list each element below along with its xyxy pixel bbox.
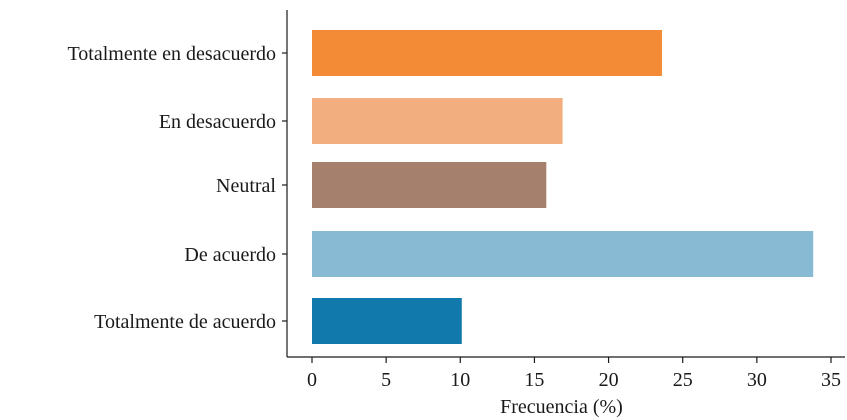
- category-label-totalmente-de-acuerdo: Totalmente de acuerdo: [94, 311, 276, 333]
- bar-totalmente-en-desacuerdo: [312, 30, 662, 76]
- bar-totalmente-de-acuerdo: [312, 298, 462, 344]
- category-labels: Totalmente en desacuerdo En desacuerdo Neu…: [67, 43, 276, 333]
- x-tick-label-0: 0: [307, 369, 317, 391]
- x-tick-label-15: 15: [524, 369, 544, 391]
- bar-neutral: [312, 162, 547, 208]
- x-tick-label-5: 5: [381, 369, 391, 391]
- x-tick-label-30: 30: [747, 369, 767, 391]
- x-tick-label-10: 10: [450, 369, 470, 391]
- bar-de-acuerdo: [312, 231, 814, 277]
- x-axis-title: Frecuencia (%): [500, 396, 623, 418]
- category-label-de-acuerdo: De acuerdo: [184, 244, 276, 266]
- category-label-neutral: Neutral: [216, 175, 276, 197]
- bars-layer: [312, 30, 814, 344]
- x-tick-label-35: 35: [821, 369, 841, 391]
- x-tick-label-25: 25: [673, 369, 693, 391]
- x-tick-label-20: 20: [599, 369, 619, 391]
- x-ticks: 0 5 10 15 20 25 30 35: [307, 357, 841, 391]
- category-label-en-desacuerdo: En desacuerdo: [159, 111, 276, 133]
- y-ticks: [282, 52, 287, 322]
- category-label-totalmente-en-desacuerdo: Totalmente en desacuerdo: [67, 43, 276, 65]
- bar-en-desacuerdo: [312, 98, 563, 144]
